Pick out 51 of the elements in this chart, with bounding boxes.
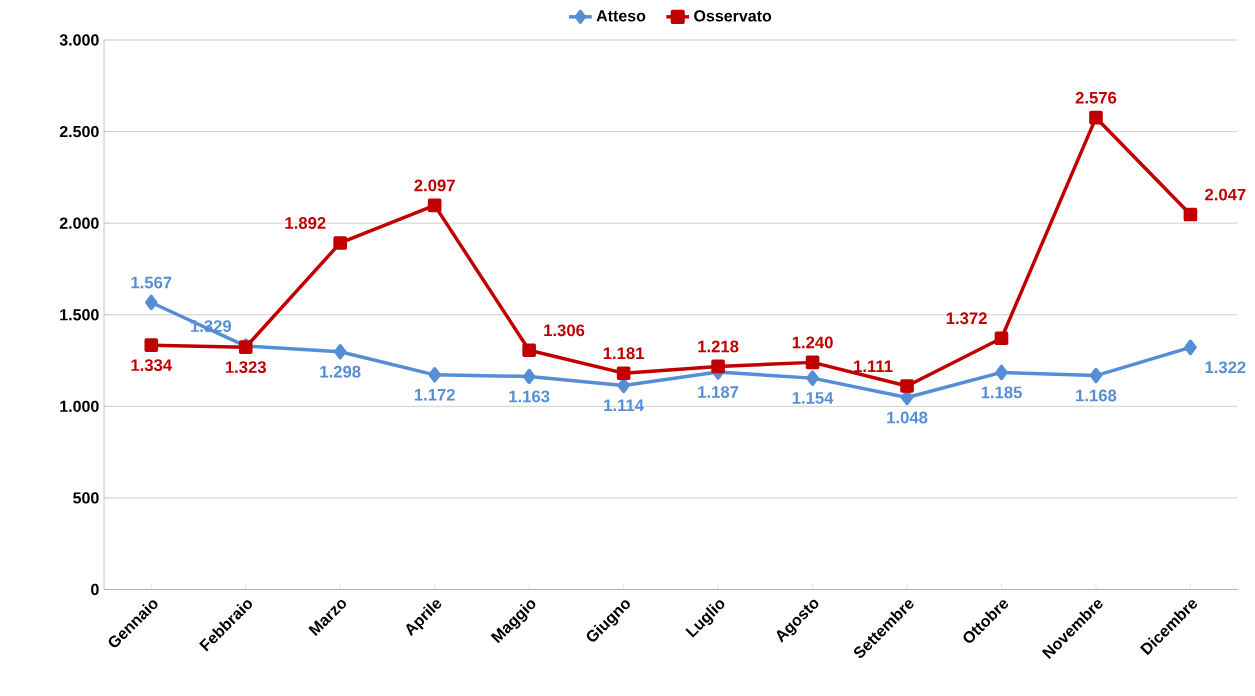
data-label: 1.298	[320, 365, 361, 378]
y-tick-label: 2.000	[59, 217, 99, 229]
point	[1184, 339, 1197, 355]
point	[428, 366, 441, 383]
y-tick-label: 2.500	[59, 125, 99, 138]
point	[145, 294, 158, 311]
point	[1089, 110, 1103, 125]
data-label: 2.097	[414, 179, 455, 192]
point	[711, 359, 725, 374]
legend-label: Osservato	[694, 10, 772, 22]
data-label: 1.372	[946, 312, 987, 325]
data-label: 1.172	[414, 388, 455, 401]
y-tick-label: 500	[73, 492, 99, 504]
y-tick-label: 1.000	[60, 400, 99, 412]
data-label: 1.567	[131, 276, 172, 289]
data-label: 2.576	[1075, 91, 1117, 104]
point	[427, 198, 442, 213]
data-label: 1.185	[981, 386, 1022, 399]
data-label: 1.218	[698, 340, 739, 353]
point	[805, 355, 820, 370]
point	[522, 343, 536, 357]
data-label: 1.181	[603, 347, 645, 360]
legend-label: Atteso	[596, 10, 646, 22]
point	[1183, 207, 1198, 222]
data-label: 1.168	[1076, 389, 1117, 402]
point	[995, 364, 1008, 381]
data-label: 1.306	[544, 324, 585, 337]
point	[806, 370, 819, 386]
y-tick-label: 0	[91, 583, 99, 596]
data-label: 2.047	[1205, 188, 1246, 201]
point	[333, 343, 347, 360]
data-label: 1.323	[225, 361, 266, 373]
data-label: 1.163	[509, 390, 550, 403]
point	[616, 366, 631, 380]
data-label: 1.892	[285, 217, 326, 229]
data-label: 1.334	[131, 359, 173, 371]
data-label: 1.111	[854, 360, 893, 372]
point	[333, 236, 348, 250]
point	[522, 368, 536, 385]
data-label: 1.048	[887, 411, 928, 424]
data-label: 1.114	[604, 399, 644, 411]
point	[994, 331, 1009, 345]
data-label: 1.187	[698, 386, 739, 398]
y-tick-label: 1.500	[60, 309, 99, 321]
y-tick-label: 3.000	[59, 34, 99, 46]
data-label: 1.154	[792, 392, 834, 404]
data-label: 1.240	[792, 336, 833, 349]
data-label: 1.322	[1205, 361, 1246, 374]
point	[144, 338, 159, 352]
point	[900, 379, 914, 393]
point	[1089, 367, 1103, 384]
